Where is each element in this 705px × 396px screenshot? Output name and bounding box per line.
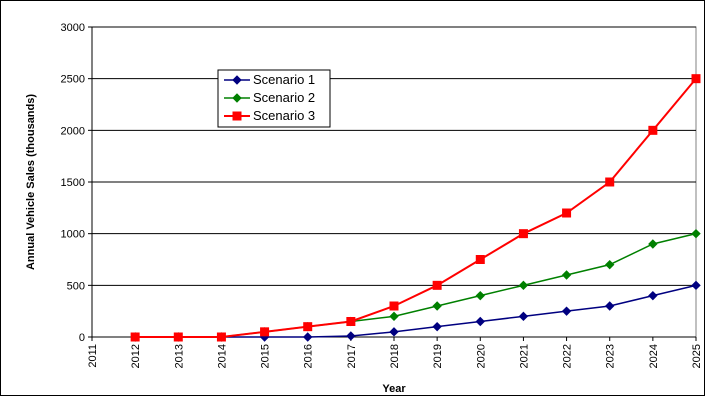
series-3 [130,74,701,342]
data-point [648,125,658,135]
legend-swatch-marker [232,93,242,103]
x-tick-label: 2022 [562,344,574,368]
data-point [303,322,313,332]
data-point [303,332,313,342]
x-tick-label: 2021 [518,344,530,368]
y-tick-label: 1000 [61,229,85,241]
data-point [605,259,615,270]
x-axis-title: Year [382,383,406,395]
y-tick-label: 3000 [61,22,85,34]
gridlines [92,26,696,286]
x-tick-label: 2018 [389,344,401,368]
x-tick-label: 2011 [87,344,99,368]
data-point [605,301,615,311]
data-point [130,332,140,342]
x-tick-label: 2020 [475,344,487,368]
data-point [518,311,529,322]
legend-entry: Scenario 1 [224,72,315,87]
data-point [260,327,270,337]
data-point [518,280,529,291]
y-tick-label: 2500 [61,74,85,86]
x-tick-label: 2025 [691,344,703,368]
data-point [691,74,701,84]
y-axis-title: Annual Vehicle Sales (thousands) [25,94,37,270]
data-point [518,229,528,239]
legend-swatch-marker [232,111,242,121]
legend-label: Scenario 2 [253,90,315,105]
data-point [691,228,701,239]
data-point [561,270,572,280]
data-point [173,332,183,342]
series-line [135,78,697,338]
data-point [346,317,356,326]
data-point [648,290,658,301]
y-tick-label: 0 [79,332,85,344]
data-point [562,208,572,218]
data-point [691,280,701,291]
data-point [346,331,356,341]
y-tick-label: 500 [67,280,85,292]
x-tick-label: 2013 [173,344,185,368]
x-tick-label: 2014 [216,344,228,368]
data-point [648,239,658,249]
data-point [475,255,485,264]
legend-entry: Scenario 3 [224,108,315,123]
y-tick-label: 2000 [61,125,85,137]
x-tick-label: 2012 [130,344,142,368]
x-tick-label: 2023 [605,344,617,368]
series-layer [130,74,701,342]
x-tick-label: 2017 [346,344,358,368]
legend-label: Scenario 3 [253,108,315,123]
data-point [389,311,399,322]
data-point [475,316,485,327]
data-point [432,280,442,290]
x-tick-label: 2015 [260,344,272,368]
x-tick-label: 2019 [432,344,444,368]
x-axis-ticks: 2011 2012 2013 2014 2015 2016 2017 2018 2019 2020… [87,337,703,368]
legend-swatch-marker [232,75,242,85]
data-point [432,321,442,332]
data-point [432,301,442,311]
data-point [389,301,399,311]
x-tick-label: 2016 [303,344,315,368]
data-point [605,177,615,187]
x-tick-label: 2024 [648,344,660,368]
data-point [561,306,572,316]
legend: Scenario 1 Scenario 2 Scenario 3 [217,69,331,128]
legend-entry: Scenario 2 [224,90,315,105]
y-tick-label: 1500 [61,177,85,189]
legend-label: Scenario 1 [253,72,315,87]
data-point [216,332,226,342]
data-point [389,327,399,337]
data-point [475,290,485,301]
